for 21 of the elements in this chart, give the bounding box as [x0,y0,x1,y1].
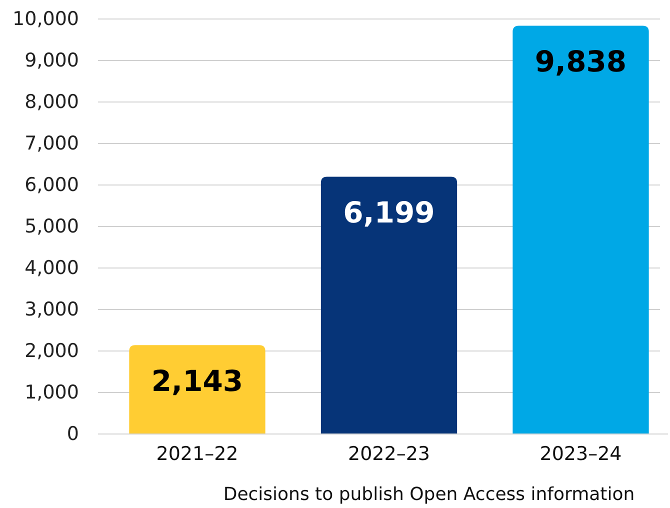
data-label: 9,838 [534,44,627,79]
y-tick-label: 4,000 [24,257,79,280]
y-tick-label: 3,000 [24,298,79,321]
y-tick-label: 1,000 [24,382,79,404]
bar [129,345,266,434]
x-tick-label: 2023–24 [540,442,622,465]
y-tick-label: 7,000 [24,132,79,155]
y-tick-label: 6,000 [24,174,79,196]
y-tick-label: 2,000 [24,340,79,362]
x-tick-label: 2022–23 [348,442,430,465]
x-tick-label: 2021–22 [156,442,238,465]
data-label: 2,143 [151,364,244,398]
x-axis-title: Decisions to publish Open Access information [223,484,635,505]
y-tick-label: 10,000 [12,8,79,30]
y-tick-label: 5,000 [24,216,79,238]
data-label: 6,199 [343,196,435,230]
y-tick-label: 9,000 [24,50,79,72]
y-tick-label: 8,000 [24,91,79,114]
bar [320,176,458,434]
y-tick-label: 0 [66,423,79,446]
bar [512,26,649,434]
